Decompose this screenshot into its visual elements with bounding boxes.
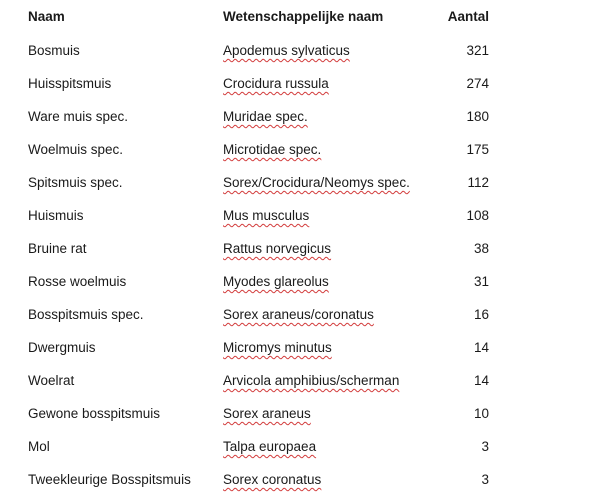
- table-row: Woelrat Arvicola amphibius/scherman 14: [0, 364, 600, 397]
- table-row: Gewone bosspitsmuis Sorex araneus 10: [0, 397, 600, 430]
- species-count: 274: [466, 76, 489, 91]
- species-count: 112: [467, 175, 489, 190]
- table-row: Bosmuis Apodemus sylvaticus 321: [0, 34, 600, 67]
- species-common-name: Spitsmuis spec.: [28, 175, 123, 190]
- species-common-name: Huismuis: [28, 208, 84, 223]
- species-count: 14: [473, 373, 489, 388]
- species-count: 10: [473, 406, 489, 421]
- table-row: Spitsmuis spec. Sorex/Crocidura/Neomys sp…: [0, 166, 600, 199]
- species-scientific-name: Sorex/Crocidura/Neomys spec.: [223, 175, 410, 190]
- species-scientific-name: Sorex araneus/coronatus: [223, 307, 374, 322]
- species-common-name: Rosse woelmuis: [28, 274, 127, 289]
- table-row: Bruine rat Rattus norvegicus 38: [0, 232, 600, 265]
- species-count: 38: [473, 241, 489, 256]
- table-body: Bosmuis Apodemus sylvaticus 321 Huisspitsmu…: [0, 34, 600, 496]
- species-count: 31: [473, 274, 489, 289]
- species-count: 3: [481, 439, 489, 454]
- species-count: 108: [466, 208, 489, 223]
- species-common-name: Ware muis spec.: [28, 109, 129, 124]
- species-common-name: Woelrat: [28, 373, 75, 388]
- column-header-name: Naam: [28, 9, 65, 24]
- column-header-scientific-name: Wetenschappelijke naam: [223, 9, 384, 24]
- species-common-name: Bosspitsmuis spec.: [28, 307, 144, 322]
- species-scientific-name: Sorex coronatus: [223, 472, 322, 487]
- table-row: Dwergmuis Micromys minutus 14: [0, 331, 600, 364]
- species-common-name: Bosmuis: [28, 43, 80, 58]
- species-scientific-name: Rattus norvegicus: [223, 241, 332, 256]
- species-scientific-name: Apodemus sylvaticus: [223, 43, 350, 58]
- table-row: Rosse woelmuis Myodes glareolus 31: [0, 265, 600, 298]
- species-scientific-name: Sorex araneus: [223, 406, 311, 421]
- species-scientific-name: Micromys minutus: [223, 340, 332, 355]
- species-common-name: Gewone bosspitsmuis: [28, 406, 161, 421]
- species-count: 3: [481, 472, 489, 487]
- species-scientific-name: Muridae spec.: [223, 109, 308, 124]
- species-scientific-name: Mus musculus: [223, 208, 310, 223]
- species-count: 175: [466, 142, 489, 157]
- species-common-name: Tweekleurige Bosspitsmuis: [28, 472, 191, 487]
- species-common-name: Dwergmuis: [28, 340, 96, 355]
- table-row: Mol Talpa europaea 3: [0, 430, 600, 463]
- species-scientific-name: Arvicola amphibius/scherman: [223, 373, 400, 388]
- species-common-name: Huisspitsmuis: [28, 76, 112, 91]
- table-row: Tweekleurige Bosspitsmuis Sorex coronatus…: [0, 463, 600, 496]
- species-scientific-name: Crocidura russula: [223, 76, 329, 91]
- species-count: 16: [473, 307, 489, 322]
- table-row: Woelmuis spec. Microtidae spec. 175: [0, 133, 600, 166]
- table-row: Huisspitsmuis Crocidura russula 274: [0, 67, 600, 100]
- table-header-row: Naam Wetenschappelijke naam Aantal: [0, 0, 600, 34]
- column-header-count: Aantal: [447, 9, 489, 24]
- species-count: 14: [473, 340, 489, 355]
- species-common-name: Woelmuis spec.: [28, 142, 124, 157]
- species-count: 180: [466, 109, 489, 124]
- species-count: 321: [466, 43, 489, 58]
- species-scientific-name: Talpa europaea: [223, 439, 317, 454]
- table-row: Huismuis Mus musculus 108: [0, 199, 600, 232]
- species-scientific-name: Myodes glareolus: [223, 274, 329, 289]
- species-common-name: Mol: [28, 439, 50, 454]
- species-common-name: Bruine rat: [28, 241, 87, 256]
- table-row: Ware muis spec. Muridae spec. 180: [0, 100, 600, 133]
- species-scientific-name: Microtidae spec.: [223, 142, 322, 157]
- table-row: Bosspitsmuis spec. Sorex araneus/coronatu…: [0, 298, 600, 331]
